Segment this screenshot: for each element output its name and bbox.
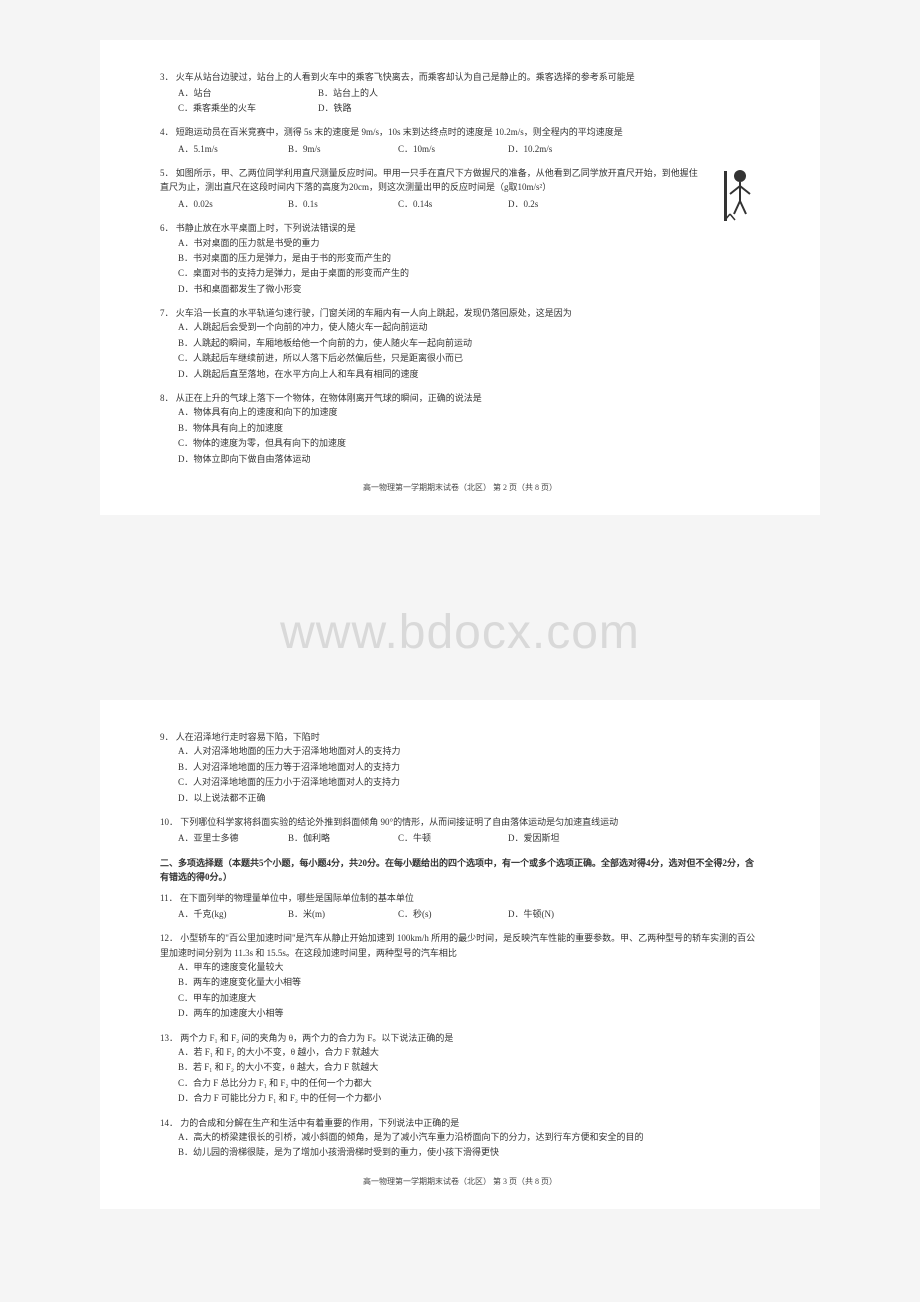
question-text: 从正在上升的气球上落下一个物体，在物体刚离开气球的瞬间，正确的说法是 xyxy=(176,393,482,403)
question-4: 4． 短跑运动员在百米竞赛中，测得 5s 末的速度是 9m/s，10s 末到达终… xyxy=(160,125,760,156)
question-10: 10． 下列哪位科学家将斜面实验的结论外推到斜面倾角 90°的情形，从而间接证明… xyxy=(160,815,760,846)
option-a: A．高大的桥梁建很长的引桥，减小斜面的倾角，是为了减小汽车重力沿桥面向下的分力，… xyxy=(178,1130,760,1144)
option-d: D．铁路 xyxy=(318,101,408,115)
question-9: 9． 人在沼泽地行走时容易下陷，下陷时 A．人对沼泽地地面的压力大于沼泽地地面对… xyxy=(160,730,760,805)
question-13: 13． 两个力 F₁ 和 F₂ 间的夹角为 θ，两个力的合力为 F。以下说法正确… xyxy=(160,1031,760,1106)
question-number: 14． xyxy=(160,1118,178,1128)
question-text: 短跑运动员在百米竞赛中，测得 5s 末的速度是 9m/s，10s 末到达终点时的… xyxy=(176,127,623,137)
option-c: C．牛顿 xyxy=(398,831,478,845)
option-b: B．9m/s xyxy=(288,142,368,156)
option-b: B．人跳起的瞬间，车厢地板给他一个向前的力，使人随火车一起向前运动 xyxy=(178,336,760,350)
option-c: C．人对沼泽地地面的压力小于沼泽地地面对人的支持力 xyxy=(178,775,760,789)
page-footer: 高一物理第一学期期末试卷（北区） 第 3 页（共 8 页） xyxy=(160,1176,760,1189)
question-text: 小型轿车的"百公里加速时间"是汽车从静止开始加速到 100km/h 所用的最少时… xyxy=(160,933,755,957)
option-c: C．秒(s) xyxy=(398,907,478,921)
option-a: A．若 F₁ 和 F₂ 的大小不变，θ 越小，合力 F 就越大 xyxy=(178,1045,760,1059)
option-a: A．0.02s xyxy=(178,197,258,211)
question-14: 14． 力的合成和分解在生产和生活中有着重要的作用，下列说法中正确的是 A．高大… xyxy=(160,1116,760,1160)
option-a: A．书对桌面的压力就是书受的重力 xyxy=(178,236,760,250)
option-d: D．合力 F 可能比分力 F₁ 和 F₂ 中的任何一个力都小 xyxy=(178,1091,760,1105)
question-text: 在下面列举的物理量单位中，哪些是国际单位制的基本单位 xyxy=(180,893,414,903)
watermark-text: www.bdocx.com xyxy=(280,605,640,660)
option-b: B．书对桌面的压力是弹力，是由于书的形变而产生的 xyxy=(178,251,760,265)
option-a: A．人对沼泽地地面的压力大于沼泽地地面对人的支持力 xyxy=(178,744,760,758)
question-text: 火车沿一长直的水平轨道匀速行驶，门窗关闭的车厢内有一人向上跳起，发现仍落回原处，… xyxy=(176,308,572,318)
option-c: C．桌面对书的支持力是弹力，是由于桌面的形变而产生的 xyxy=(178,266,760,280)
question-number: 3． xyxy=(160,72,174,82)
section-2-title: 二、多项选择题（本题共5个小题，每小题4分，共20分。在每小题给出的四个选项中，… xyxy=(160,856,760,885)
option-d: D．两车的加速度大小相等 xyxy=(178,1006,760,1020)
option-c: C．乘客乘坐的火车 xyxy=(178,101,268,115)
option-b: B．幼儿园的滑梯很陡，是为了增加小孩滑滑梯时受到的重力，使小孩下滑得更快 xyxy=(178,1145,760,1159)
option-c: C．甲车的加速度大 xyxy=(178,991,760,1005)
option-b: B．站台上的人 xyxy=(318,86,408,100)
option-b: B．物体具有向上的加速度 xyxy=(178,421,760,435)
question-5: 5． 如图所示，甲、乙两位同学利用直尺测量反应时间。甲用一只手在直尺下方做握尺的… xyxy=(160,166,760,211)
option-c: C．0.14s xyxy=(398,197,478,211)
question-11: 11． 在下面列举的物理量单位中，哪些是国际单位制的基本单位 A．千克(kg) … xyxy=(160,891,760,922)
option-a: A．站台 xyxy=(178,86,268,100)
option-a: A．物体具有向上的速度和向下的加速度 xyxy=(178,405,760,419)
option-a: A．5.1m/s xyxy=(178,142,258,156)
question-number: 4． xyxy=(160,127,174,137)
question-text: 书静止放在水平桌面上时，下列说法错误的是 xyxy=(176,223,356,233)
question-text: 两个力 F₁ 和 F₂ 间的夹角为 θ，两个力的合力为 F。以下说法正确的是 xyxy=(180,1033,453,1043)
page-footer: 高一物理第一学期期末试卷（北区） 第 2 页（共 8 页） xyxy=(160,482,760,495)
option-c: C．物体的速度为零，但具有向下的加速度 xyxy=(178,436,760,450)
exam-page-1: 3． 火车从站台边驶过，站台上的人看到火车中的乘客飞快离去，而乘客却认为自己是静… xyxy=(100,40,820,515)
question-8: 8． 从正在上升的气球上落下一个物体，在物体刚离开气球的瞬间，正确的说法是 A．… xyxy=(160,391,760,466)
question-number: 5． xyxy=(160,168,174,178)
question-6: 6． 书静止放在水平桌面上时，下列说法错误的是 A．书对桌面的压力就是书受的重力… xyxy=(160,221,760,296)
option-d: D．人跳起后直至落地，在水平方向上人和车具有相同的速度 xyxy=(178,367,760,381)
question-number: 12． xyxy=(160,933,178,943)
question-number: 8． xyxy=(160,393,174,403)
question-number: 6． xyxy=(160,223,174,233)
option-b: B．米(m) xyxy=(288,907,368,921)
option-b: B．伽利略 xyxy=(288,831,368,845)
option-d: D．物体立即向下做自由落体运动 xyxy=(178,452,760,466)
question-number: 10． xyxy=(160,817,178,827)
question-number: 11． xyxy=(160,893,178,903)
question-text: 如图所示，甲、乙两位同学利用直尺测量反应时间。甲用一只手在直尺下方做握尺的准备，… xyxy=(160,168,698,192)
question-12: 12． 小型轿车的"百公里加速时间"是汽车从静止开始加速到 100km/h 所用… xyxy=(160,931,760,1020)
exam-page-2: 9． 人在沼泽地行走时容易下陷，下陷时 A．人对沼泽地地面的压力大于沼泽地地面对… xyxy=(100,700,820,1209)
ruler-drop-figure xyxy=(710,166,760,226)
option-a: A．亚里士多德 xyxy=(178,831,258,845)
option-c: C．人跳起后车继续前进，所以人落下后必然偏后些，只是距离很小而已 xyxy=(178,351,760,365)
option-d: D．0.2s xyxy=(508,197,588,211)
option-b: B．0.1s xyxy=(288,197,368,211)
option-d: D．爱因斯坦 xyxy=(508,831,588,845)
option-a: A．千克(kg) xyxy=(178,907,258,921)
option-a: A．人跳起后会受到一个向前的冲力，使人随火车一起向前运动 xyxy=(178,320,760,334)
option-c: C．10m/s xyxy=(398,142,478,156)
question-text: 力的合成和分解在生产和生活中有着重要的作用，下列说法中正确的是 xyxy=(180,1118,459,1128)
question-7: 7． 火车沿一长直的水平轨道匀速行驶，门窗关闭的车厢内有一人向上跳起，发现仍落回… xyxy=(160,306,760,381)
option-d: D．以上说法都不正确 xyxy=(178,791,760,805)
question-3: 3． 火车从站台边驶过，站台上的人看到火车中的乘客飞快离去，而乘客却认为自己是静… xyxy=(160,70,760,115)
question-text: 下列哪位科学家将斜面实验的结论外推到斜面倾角 90°的情形，从而间接证明了自由落… xyxy=(180,817,618,827)
option-d: D．牛顿(N) xyxy=(508,907,588,921)
option-a: A．甲车的速度变化量较大 xyxy=(178,960,760,974)
option-d: D．书和桌面都发生了微小形变 xyxy=(178,282,760,296)
question-text: 人在沼泽地行走时容易下陷，下陷时 xyxy=(176,732,320,742)
question-number: 9． xyxy=(160,732,174,742)
question-number: 13． xyxy=(160,1033,178,1043)
option-c: C．合力 F 总比分力 F₁ 和 F₂ 中的任何一个力都大 xyxy=(178,1076,760,1090)
question-text: 火车从站台边驶过，站台上的人看到火车中的乘客飞快离去，而乘客却认为自己是静止的。… xyxy=(176,72,635,82)
option-b: B．两车的速度变化量大小相等 xyxy=(178,975,760,989)
question-number: 7． xyxy=(160,308,174,318)
option-d: D．10.2m/s xyxy=(508,142,588,156)
option-b: B．人对沼泽地地面的压力等于沼泽地地面对人的支持力 xyxy=(178,760,760,774)
option-b: B．若 F₁ 和 F₂ 的大小不变，θ 越大，合力 F 就越大 xyxy=(178,1060,760,1074)
